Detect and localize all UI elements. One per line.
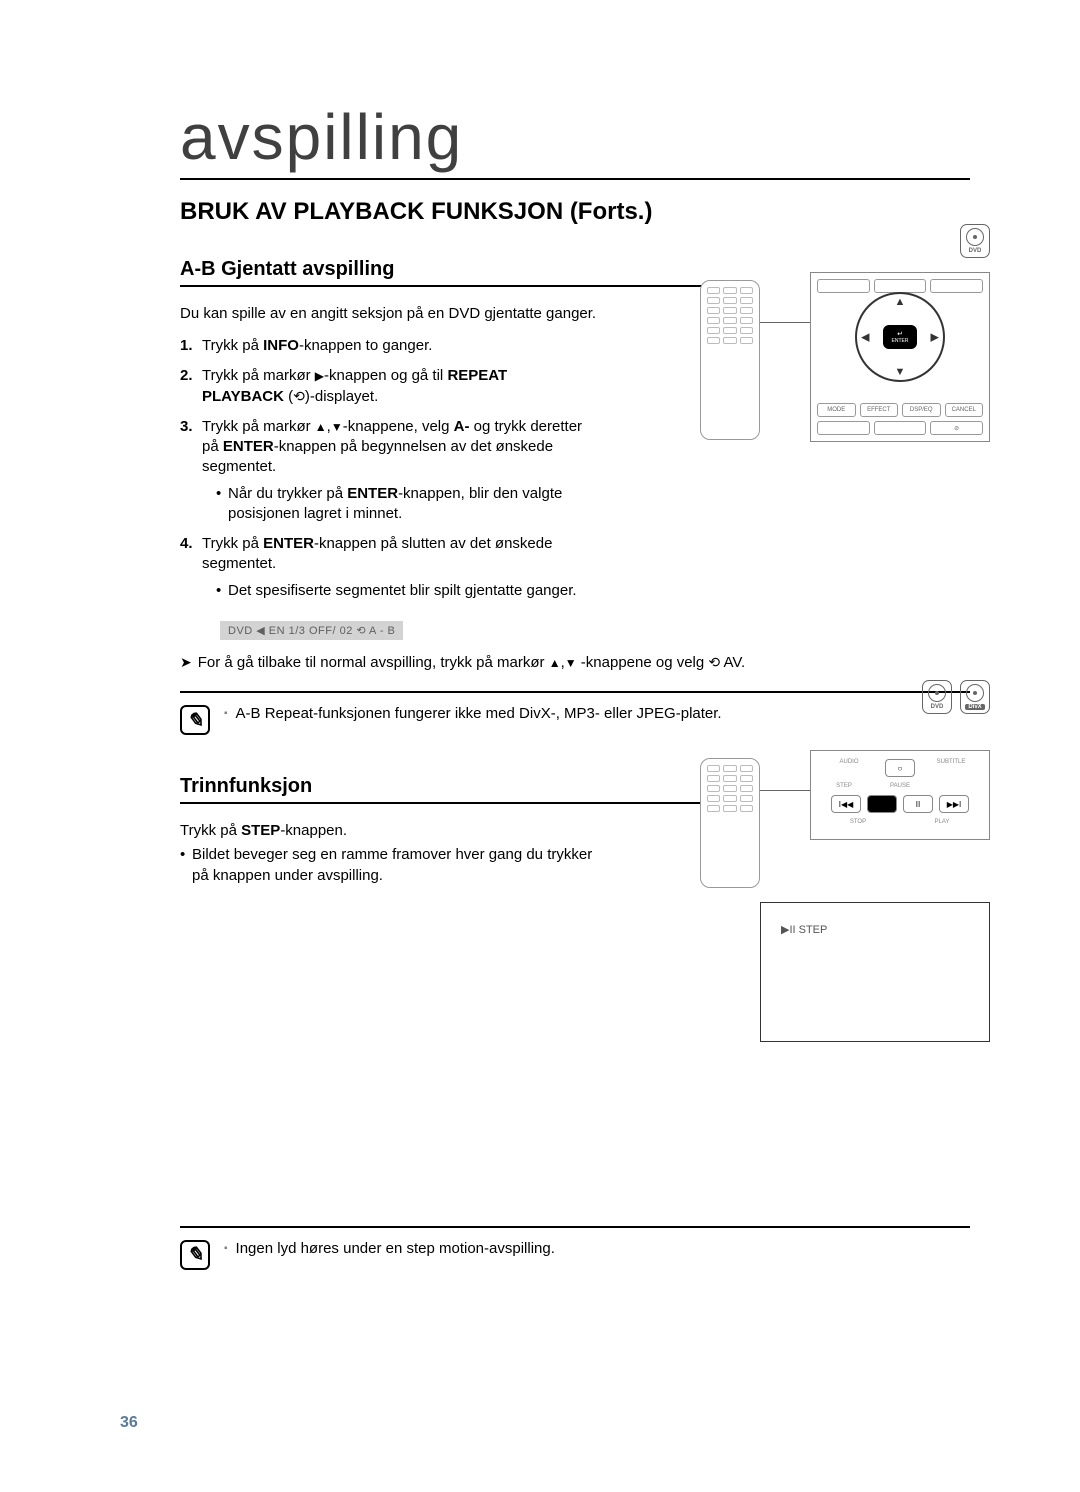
pointer-icon: ➤ <box>180 654 192 671</box>
step-heading: Trinnfunksjon <box>180 775 740 804</box>
screen-step-label: ▶II STEP <box>781 923 827 936</box>
dvd-badge: DVD <box>960 224 990 258</box>
main-heading: BRUK AV PLAYBACK FUNKSJON (Forts.) <box>180 198 970 226</box>
step-4: Trykk på ENTER-knappen på slutten av det… <box>180 534 590 601</box>
tv-screen-mock: ▶II STEP <box>760 902 990 1042</box>
osd-info-bar: DVD ◀ EN 1/3 OFF/ 02 ⟲ A - B <box>220 621 403 640</box>
ab-note-text: A-B Repeat-funksjonen fungerer ikke med … <box>224 705 722 722</box>
step-4-sub: Det spesifiserte segmentet blir spilt gj… <box>216 581 590 601</box>
page-number: 36 <box>120 1414 138 1432</box>
step-3: Trykk på markør ▲,▼-knappene, velg A- og… <box>180 417 590 524</box>
note-icon: ✎ <box>180 705 210 735</box>
step-3-sub: Når du trykker på ENTER-knappen, blir de… <box>216 484 590 525</box>
format-badges-step: DVD DivX <box>922 680 990 714</box>
repeat-icon: ⟲ <box>293 387 305 406</box>
return-instruction: ➤ For å gå tilbake til normal avspilling… <box>180 654 970 672</box>
step-note: ✎ Ingen lyd høres under en step motion-a… <box>180 1226 970 1270</box>
ab-note: ✎ A-B Repeat-funksjonen fungerer ikke me… <box>180 691 970 735</box>
dvd-badge-2: DVD <box>922 680 952 714</box>
right-arrow-icon: ▶ <box>315 368 324 384</box>
step-note-text: Ingen lyd høres under en step motion-avs… <box>224 1240 555 1257</box>
ab-heading: A-B Gjentatt avspilling <box>180 258 740 287</box>
divx-badge: DivX <box>960 680 990 714</box>
page-title: avspilling <box>180 100 970 180</box>
step-1: Trykk på INFO-knappen to ganger. <box>180 336 590 356</box>
up-arrow-icon: ▲ <box>315 419 327 435</box>
ab-intro: Du kan spille av en angitt seksjon på en… <box>180 305 970 322</box>
step-bullet: Bildet beveger seg en ramme framover hve… <box>180 845 610 886</box>
note-icon-2: ✎ <box>180 1240 210 1270</box>
step-2: Trykk på markør ▶-knappen og gå til REPE… <box>180 366 590 407</box>
ab-steps: Trykk på INFO-knappen to ganger. Trykk p… <box>180 336 970 601</box>
step-line1: Trykk på STEP-knappen. <box>180 822 610 839</box>
down-arrow-icon: ▼ <box>331 419 343 435</box>
format-badges-ab: DVD <box>960 224 990 258</box>
